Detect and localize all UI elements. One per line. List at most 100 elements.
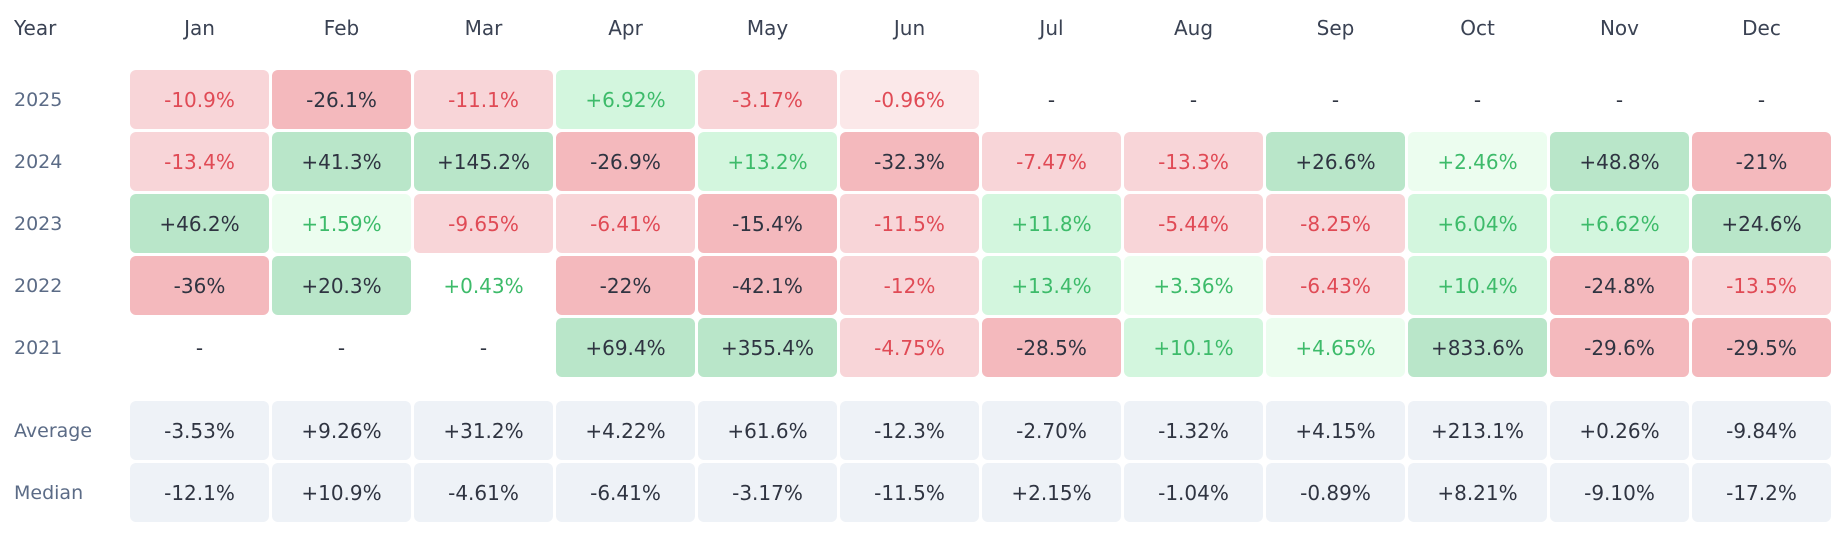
cell-2025-aug: - [1189, 87, 1198, 112]
summary-median-oct: +8.21% [1408, 463, 1547, 522]
row-label-average: Average [14, 419, 93, 442]
cell-2024-feb: +41.3% [272, 132, 411, 191]
row-label-2024: 2024 [14, 150, 63, 173]
cell-2023-nov: +6.62% [1550, 194, 1689, 253]
cell-2022-dec: -13.5% [1692, 256, 1831, 315]
summary-median-jun: -11.5% [840, 463, 979, 522]
cell-2021-apr: +69.4% [556, 318, 695, 377]
cell-2024-mar: +145.2% [414, 132, 553, 191]
cell-2022-apr: -22% [556, 256, 695, 315]
summary-average-sep: +4.15% [1266, 401, 1405, 460]
summary-average-dec: -9.84% [1692, 401, 1831, 460]
cell-2023-jun: -11.5% [840, 194, 979, 253]
summary-median-mar: -4.61% [414, 463, 553, 522]
header-year: Year [14, 16, 57, 40]
summary-average-jun: -12.3% [840, 401, 979, 460]
header-month-feb: Feb [323, 16, 360, 40]
header-month-may: May [746, 16, 789, 40]
cell-2022-aug: +3.36% [1124, 256, 1263, 315]
summary-average-aug: -1.32% [1124, 401, 1263, 460]
summary-average-mar: +31.2% [414, 401, 553, 460]
cell-2021-jul: -28.5% [982, 318, 1121, 377]
header-month-dec: Dec [1742, 16, 1781, 40]
cell-2021-sep: +4.65% [1266, 318, 1405, 377]
cell-2022-oct: +10.4% [1408, 256, 1547, 315]
summary-median-jul: +2.15% [982, 463, 1121, 522]
cell-2024-dec: -21% [1692, 132, 1831, 191]
cell-2025-oct: - [1473, 87, 1482, 112]
cell-2024-sep: +26.6% [1266, 132, 1405, 191]
summary-average-may: +61.6% [698, 401, 837, 460]
cell-2025-dec: - [1757, 87, 1766, 112]
cell-2021-dec: -29.5% [1692, 318, 1831, 377]
summary-median-apr: -6.41% [556, 463, 695, 522]
cell-2022-sep: -6.43% [1266, 256, 1405, 315]
row-label-median: Median [14, 481, 84, 504]
cell-2024-aug: -13.3% [1124, 132, 1263, 191]
header-month-sep: Sep [1316, 16, 1355, 40]
summary-average-jul: -2.70% [982, 401, 1121, 460]
header-month-jul: Jul [1039, 16, 1064, 40]
header-month-apr: Apr [608, 16, 643, 40]
cell-2023-apr: -6.41% [556, 194, 695, 253]
cell-2021-nov: -29.6% [1550, 318, 1689, 377]
cell-2025-sep: - [1331, 87, 1340, 112]
cell-2023-jul: +11.8% [982, 194, 1121, 253]
summary-median-may: -3.17% [698, 463, 837, 522]
cell-2022-nov: -24.8% [1550, 256, 1689, 315]
header-month-oct: Oct [1460, 16, 1495, 40]
cell-2022-jan: -36% [130, 256, 269, 315]
cell-2021-may: +355.4% [698, 318, 837, 377]
cell-2024-may: +13.2% [698, 132, 837, 191]
summary-average-nov: +0.26% [1550, 401, 1689, 460]
cell-2021-jan: - [195, 335, 204, 360]
cell-2024-apr: -26.9% [556, 132, 695, 191]
cell-2022-feb: +20.3% [272, 256, 411, 315]
cell-2025-jan: -10.9% [130, 70, 269, 129]
cell-2021-jun: -4.75% [840, 318, 979, 377]
cell-2024-jun: -32.3% [840, 132, 979, 191]
header-month-jun: Jun [893, 16, 926, 40]
cell-2022-may: -42.1% [698, 256, 837, 315]
summary-median-feb: +10.9% [272, 463, 411, 522]
row-label-2021: 2021 [14, 336, 63, 359]
cell-2023-feb: +1.59% [272, 194, 411, 253]
header-month-jan: Jan [184, 16, 215, 40]
cell-2022-jun: -12% [840, 256, 979, 315]
cell-2025-feb: -26.1% [272, 70, 411, 129]
header-month-nov: Nov [1599, 16, 1640, 40]
cell-2023-mar: -9.65% [414, 194, 553, 253]
summary-average-oct: +213.1% [1408, 401, 1547, 460]
summary-average-feb: +9.26% [272, 401, 411, 460]
summary-median-jan: -12.1% [130, 463, 269, 522]
summary-median-sep: -0.89% [1266, 463, 1405, 522]
row-label-2022: 2022 [14, 274, 63, 297]
cell-2021-oct: +833.6% [1408, 318, 1547, 377]
row-label-2023: 2023 [14, 212, 63, 235]
cell-2021-aug: +10.1% [1124, 318, 1263, 377]
cell-2023-sep: -8.25% [1266, 194, 1405, 253]
cell-2022-mar: +0.43% [443, 273, 524, 298]
cell-2023-jan: +46.2% [130, 194, 269, 253]
cell-2023-aug: -5.44% [1124, 194, 1263, 253]
header-month-aug: Aug [1173, 16, 1214, 40]
header-month-mar: Mar [464, 16, 503, 40]
cell-2024-jul: -7.47% [982, 132, 1121, 191]
cell-2025-mar: -11.1% [414, 70, 553, 129]
cell-2025-nov: - [1615, 87, 1624, 112]
cell-2025-may: -3.17% [698, 70, 837, 129]
cell-2025-jun: -0.96% [840, 70, 979, 129]
cell-2024-oct: +2.46% [1408, 132, 1547, 191]
cell-2022-jul: +13.4% [982, 256, 1121, 315]
cell-2021-mar: - [479, 335, 488, 360]
cell-2023-dec: +24.6% [1692, 194, 1831, 253]
cell-2024-nov: +48.8% [1550, 132, 1689, 191]
summary-median-aug: -1.04% [1124, 463, 1263, 522]
cell-2023-oct: +6.04% [1408, 194, 1547, 253]
cell-2024-jan: -13.4% [130, 132, 269, 191]
summary-average-jan: -3.53% [130, 401, 269, 460]
summary-median-dec: -17.2% [1692, 463, 1831, 522]
cell-2025-jul: - [1047, 87, 1056, 112]
summary-average-apr: +4.22% [556, 401, 695, 460]
